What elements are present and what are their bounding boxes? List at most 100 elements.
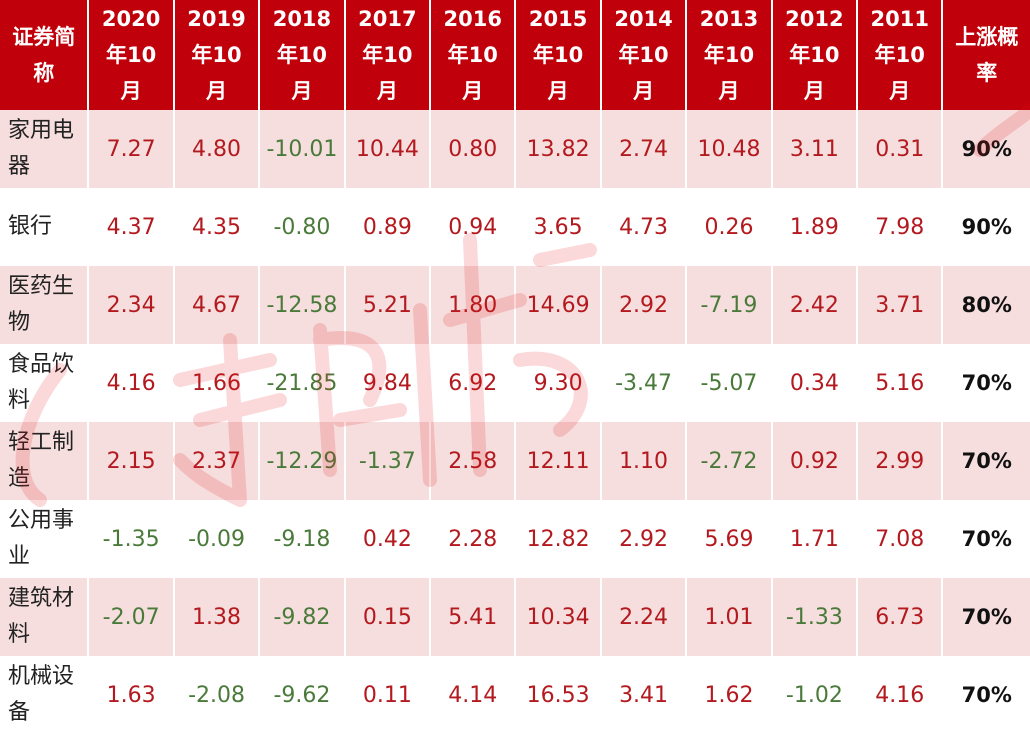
change-value: 9.84 — [346, 344, 432, 422]
label-line: 年10 — [276, 43, 328, 67]
label-line: 造 — [8, 466, 31, 491]
label-line: 年10 — [362, 43, 413, 67]
change-value: 2.37 — [174, 422, 261, 500]
change-value: 2.24 — [601, 578, 688, 656]
label-line: 料 — [8, 388, 31, 413]
label-line: 年10 — [703, 43, 755, 67]
label-line: 2016 — [443, 7, 502, 31]
change-value: 12.11 — [516, 422, 602, 500]
rise-probability: 90% — [961, 215, 1012, 239]
change-value: 2.42 — [772, 266, 859, 344]
label-line: 公用事 — [8, 508, 75, 533]
change-value: 1.63 — [89, 656, 175, 734]
label-line: 机械设 — [8, 664, 75, 689]
label-line: 2012 — [785, 7, 844, 31]
label-line: 物 — [8, 310, 31, 335]
change-value: -0.09 — [175, 500, 261, 578]
change-value: 9.30 — [516, 344, 602, 422]
change-value: 0.89 — [346, 188, 432, 266]
change-value: -9.82 — [260, 578, 346, 656]
change-value: -1.35 — [89, 500, 175, 578]
change-value: -2.07 — [89, 578, 175, 656]
change-value: 1.80 — [431, 266, 517, 344]
change-value: -2.72 — [687, 422, 773, 500]
header-security-name: 证券简称 — [0, 0, 90, 110]
change-value: 7.08 — [858, 500, 944, 578]
security-name: 建筑材料 — [0, 578, 90, 656]
change-value: 2.15 — [89, 422, 175, 500]
change-value: 0.34 — [773, 344, 859, 422]
table-row: 公用事业 -1.35 -0.09 -9.18 0.42 2.28 12.82 2.92 5.69… — [0, 500, 1030, 578]
change-value: -10.01 — [260, 110, 346, 188]
header-year-2011: 2011 年10 月 — [858, 0, 944, 110]
label-line: 年10 — [789, 43, 840, 67]
table-row: 银行 4.37 4.35 -0.80 0.89 0.94 3.65 4.73 0.26 1.89 7… — [0, 188, 1030, 266]
change-value: 2.99 — [858, 422, 944, 500]
change-value: -1.37 — [345, 422, 432, 500]
change-value: 3.65 — [516, 188, 602, 266]
change-value: 4.37 — [89, 188, 175, 266]
label-line: 家用电 — [8, 118, 75, 143]
change-value: 1.89 — [773, 188, 859, 266]
label-line: 食品饮 — [8, 352, 75, 377]
change-value: 10.44 — [345, 110, 432, 188]
header-year-2013: 2013 年10 月 — [687, 0, 773, 110]
change-value: 0.94 — [431, 188, 517, 266]
label-line: 月 — [120, 79, 142, 103]
change-value: 16.53 — [516, 656, 602, 734]
change-value: 10.48 — [687, 110, 773, 188]
change-value: 0.80 — [431, 110, 517, 188]
change-value: 5.21 — [345, 266, 432, 344]
rise-probability: 90% — [943, 110, 1030, 188]
security-name: 机械设备 — [0, 656, 90, 734]
security-name: 轻工制造 — [0, 422, 90, 500]
header-year-2016: 2016 年10 月 — [431, 0, 517, 110]
change-value: 5.16 — [858, 344, 944, 422]
label-line: 月 — [376, 79, 398, 103]
label-line: 2013 — [699, 7, 759, 31]
header-year-2015: 2015 年10 月 — [516, 0, 602, 110]
change-value: 1.01 — [687, 578, 773, 656]
table-row: 机械设备 1.63 -2.08 -9.62 0.11 4.14 16.53 3.41 1.62-… — [0, 656, 1030, 734]
label-line: 2011 — [870, 7, 929, 31]
label-line: 上涨概 — [955, 25, 1019, 49]
header-year-2018: 2018 年10 月 — [260, 0, 346, 110]
change-value: 0.15 — [345, 578, 432, 656]
change-value: 6.73 — [858, 578, 944, 656]
change-value: -12.29 — [260, 422, 346, 500]
change-value: 1.38 — [174, 578, 261, 656]
change-value: 2.58 — [431, 422, 517, 500]
rise-probability: 70% — [961, 683, 1012, 707]
change-value: 4.14 — [431, 656, 517, 734]
label-line: 月 — [633, 79, 655, 103]
header-year-2020: 2020 年10 月 — [89, 0, 175, 110]
security-name: 食品饮料 — [0, 344, 90, 422]
change-value: 5.69 — [687, 500, 773, 578]
label-line: 医药生 — [8, 274, 75, 299]
change-value: 4.16 — [89, 344, 175, 422]
change-value: -1.02 — [773, 656, 859, 734]
change-value: 12.82 — [516, 500, 602, 578]
label-line: 年10 — [618, 43, 669, 67]
table-row: 医药生物 2.34 4.67 -12.58 5.21 1.80 14.69 2.92 -7.19… — [0, 266, 1030, 344]
label-line: 2015 — [528, 7, 588, 31]
change-value: 5.41 — [431, 578, 517, 656]
change-value: -1.33 — [772, 578, 859, 656]
label-line: 率 — [976, 61, 998, 85]
label-line: 证券简 — [12, 25, 76, 49]
change-value: 3.11 — [772, 110, 859, 188]
change-value: -9.62 — [260, 656, 346, 734]
change-value: 4.67 — [174, 266, 261, 344]
label-line: 2014 — [614, 7, 673, 31]
change-value: 13.82 — [516, 110, 602, 188]
change-value: 2.74 — [601, 110, 688, 188]
label-line: 年10 — [106, 43, 157, 67]
change-value: 3.71 — [858, 266, 944, 344]
label-line: 月 — [803, 79, 825, 103]
label-line: 业 — [8, 544, 31, 569]
label-line: 年10 — [447, 43, 498, 67]
change-value: 0.92 — [772, 422, 859, 500]
security-name: 医药生物 — [0, 266, 90, 344]
